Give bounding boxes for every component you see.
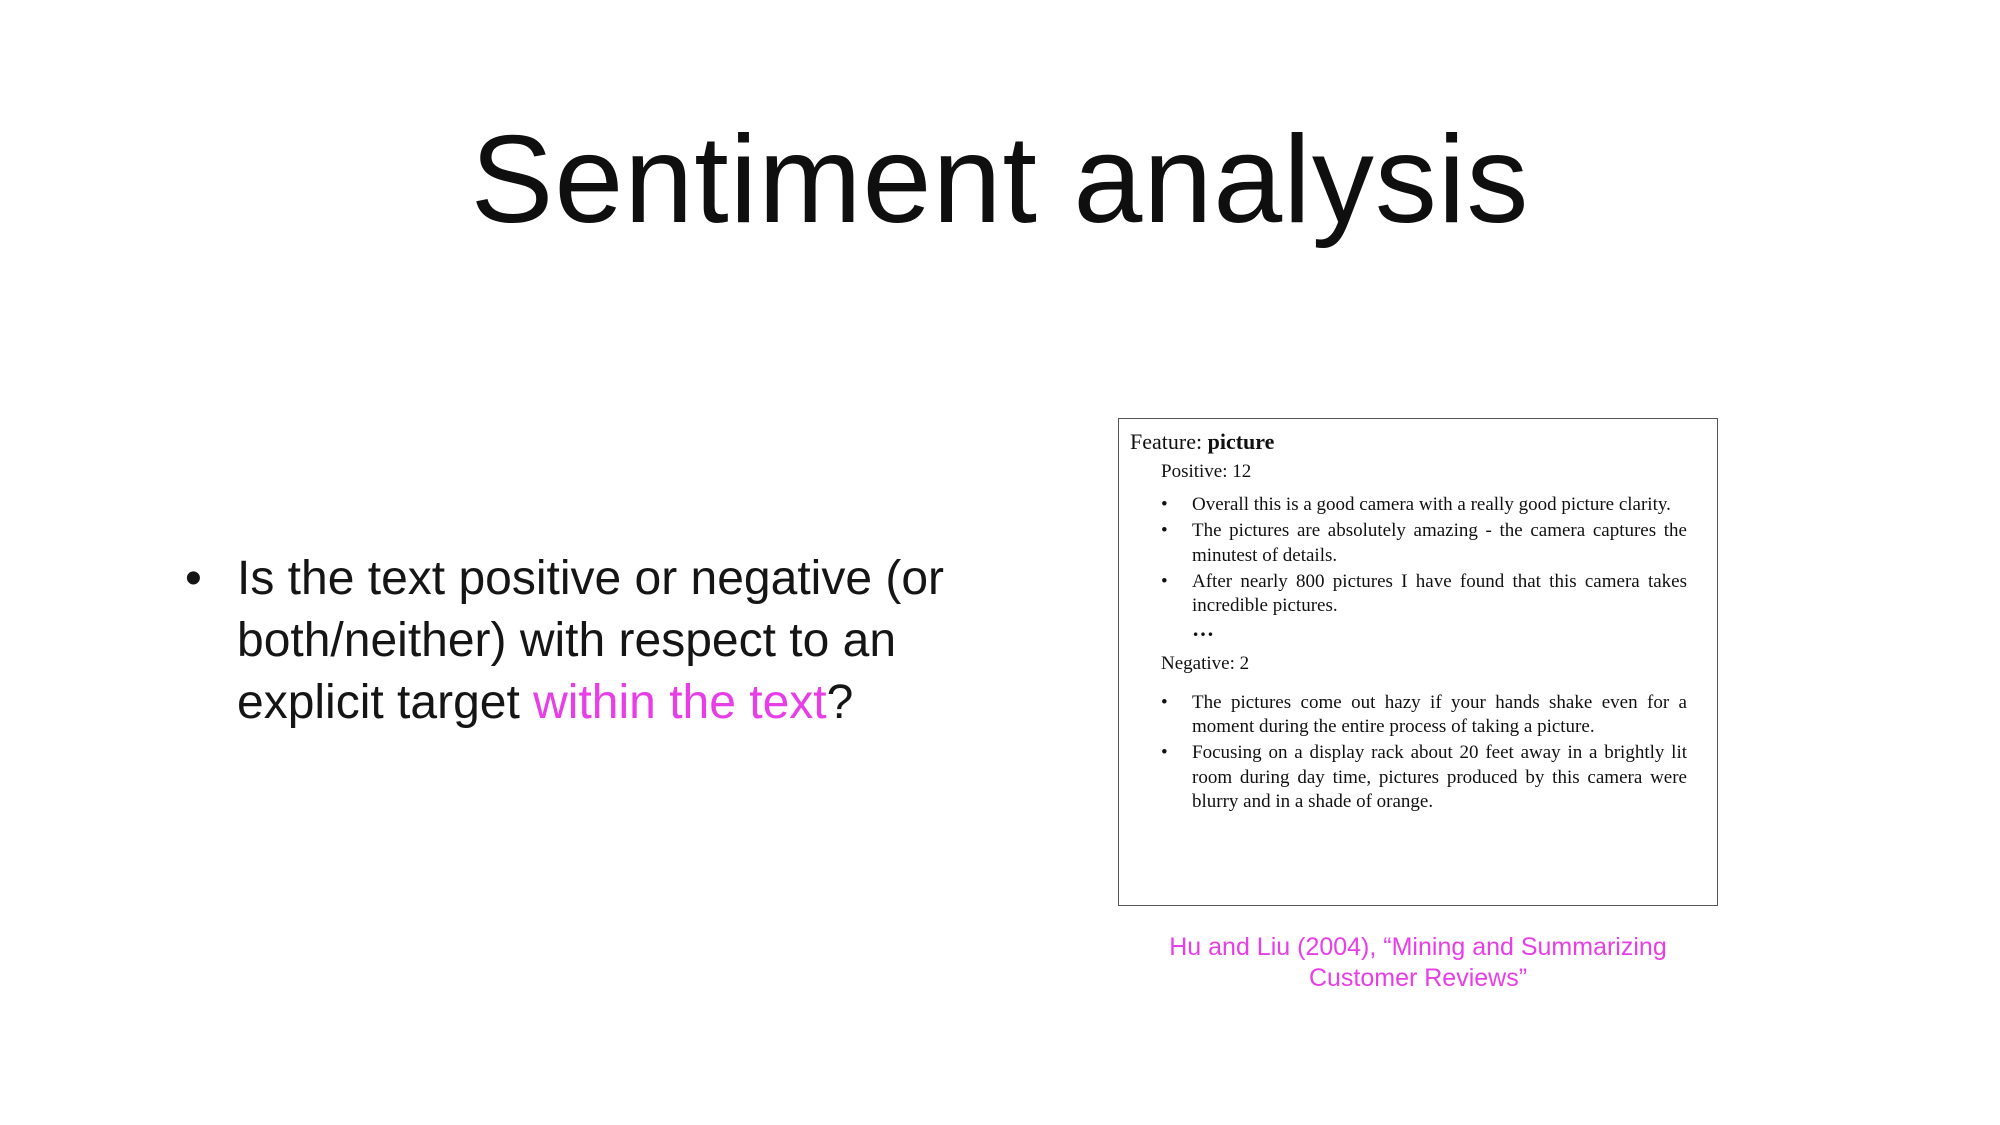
review-text: Focusing on a display rack about 20 feet…: [1192, 742, 1687, 812]
review-excerpt-figure: Feature: picture Positive: 12 • Overall …: [1118, 418, 1718, 906]
slide-title: Sentiment analysis: [470, 111, 1530, 249]
review-bullet: •: [1161, 494, 1168, 515]
positive-review: • The pictures are absolutely amazing - …: [1161, 519, 1687, 568]
positive-review-list: • Overall this is a good camera with a r…: [1130, 493, 1687, 619]
bullet-text: Is the text positive or negative (or bot…: [237, 552, 945, 729]
feature-line: Feature: picture: [1130, 427, 1687, 457]
negative-review: • The pictures come out hazy if your han…: [1161, 691, 1687, 740]
bullet-highlight: within the text: [533, 676, 827, 729]
review-bullet: •: [1161, 570, 1168, 592]
review-bullet: •: [1161, 691, 1168, 713]
negative-review: • Focusing on a display rack about 20 fe…: [1161, 741, 1687, 815]
review-text: Overall this is a good camera with a rea…: [1192, 494, 1671, 515]
feature-label: Feature:: [1130, 429, 1203, 454]
positive-review: • Overall this is a good camera with a r…: [1161, 493, 1687, 518]
bullet-list: • Is the text positive or negative (or bo…: [185, 548, 1015, 734]
review-text: After nearly 800 pictures I have found t…: [1192, 570, 1687, 617]
citation-line: Customer Reviews”: [1308, 964, 1528, 992]
citation-line: Hu and Liu (2004), “Mining and Summarizi…: [1169, 933, 1667, 961]
positive-count: Positive: 12: [1161, 461, 1252, 482]
bullet-item: • Is the text positive or negative (or bo…: [185, 548, 1015, 734]
review-bullet: •: [1161, 742, 1168, 763]
negative-review-list: • The pictures come out hazy if your han…: [1130, 691, 1687, 815]
negative-count: Negative: 2: [1161, 652, 1250, 674]
positive-review: • After nearly 800 pictures I have found…: [1161, 570, 1687, 619]
review-text: The pictures come out hazy if your hands…: [1192, 691, 1687, 738]
bullet-dot: •: [185, 552, 202, 605]
ellipsis: …: [1192, 615, 1214, 641]
bullet-text-end: ?: [826, 676, 854, 729]
feature-name: picture: [1207, 429, 1275, 454]
review-text: The pictures are absolutely amazing - th…: [1192, 520, 1687, 566]
citation: Hu and Liu (2004), “Mining and Summarizi…: [1118, 932, 1718, 994]
review-bullet: •: [1161, 520, 1168, 541]
